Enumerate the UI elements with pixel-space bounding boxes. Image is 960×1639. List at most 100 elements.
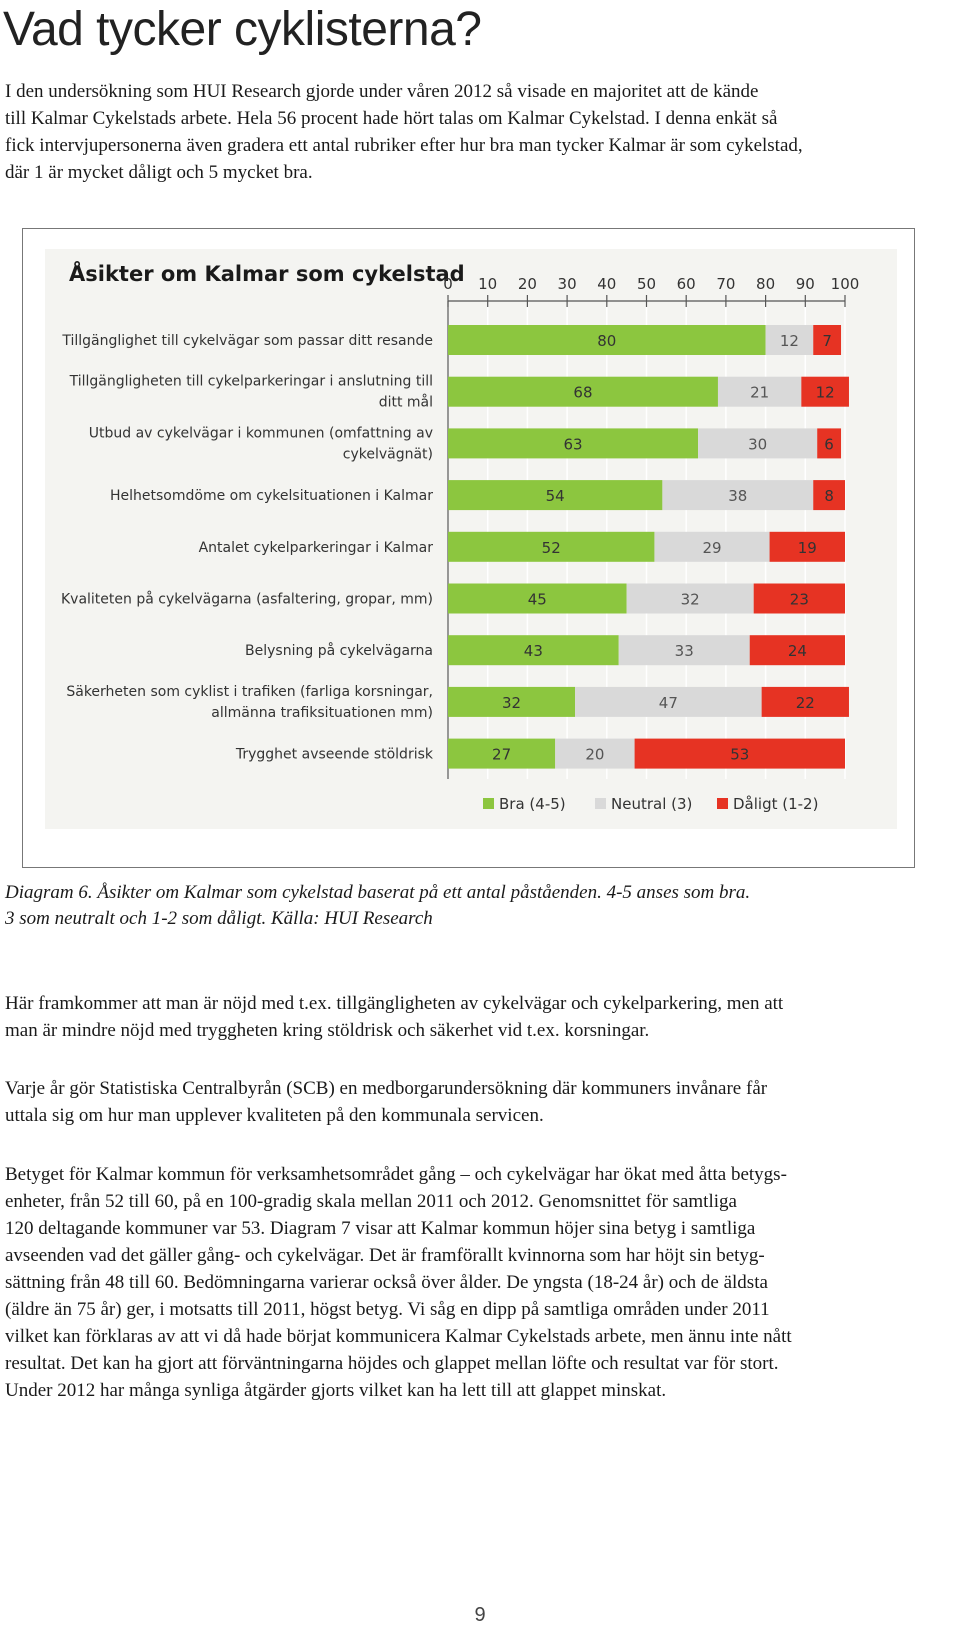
bar-segment-neutral: [698, 428, 818, 459]
data-label: 54: [546, 487, 565, 505]
data-label: 20: [585, 746, 604, 764]
data-label: 33: [675, 642, 694, 660]
bar-segment-bra: [448, 376, 718, 407]
legend-label: Neutral (3): [611, 795, 692, 813]
legend-swatch: [595, 798, 606, 809]
category-label: Tillgänglighet till cykelvägar som passa…: [61, 333, 433, 349]
bar-segment-bra: [448, 531, 655, 562]
bar-segment-bra: [448, 583, 627, 614]
bar-segment-bra: [448, 738, 556, 769]
bar-segment-daligt: [813, 325, 842, 355]
data-label: 32: [502, 694, 521, 712]
legend-label: Dåligt (1-2): [733, 795, 818, 813]
text-line: sättning från 48 till 60. Bedömningarna …: [5, 1272, 768, 1293]
bar-segment-daligt: [813, 480, 845, 511]
tick-label: 70: [716, 275, 735, 293]
tick-label: 80: [756, 275, 775, 293]
tick-label: 10: [478, 275, 497, 293]
bar-segment-neutral: [555, 738, 635, 769]
text-line: avseenden vad det gäller gång- och cykel…: [5, 1245, 765, 1266]
bar-segment-bra: [448, 428, 699, 459]
data-label: 22: [796, 694, 815, 712]
caption-line: 3 som neutralt och 1-2 som dåligt. Källa…: [5, 908, 433, 929]
bar-segment-neutral: [626, 583, 754, 614]
chart-figure: Åsikter om Kalmar som cykelstad 0 10 20 30 40…: [22, 228, 915, 868]
data-label: 52: [542, 539, 561, 557]
tick-label: 30: [558, 275, 577, 293]
bar-segment-neutral: [662, 480, 814, 511]
chart-title: Åsikter om Kalmar som cykelstad: [69, 261, 465, 286]
data-label: 6: [824, 435, 834, 453]
tick-label: 20: [518, 275, 537, 293]
text-line: vilket kan förklaras av att vi då hade b…: [5, 1326, 792, 1347]
data-label: 38: [728, 487, 747, 505]
category-label: Utbud av cykelvägar i kommunen (omfattni…: [89, 425, 433, 441]
category-label: ditt mål: [379, 394, 433, 411]
bar-segment-daligt: [817, 428, 842, 459]
bar-segment-bra: [448, 325, 766, 355]
data-label: 53: [730, 746, 749, 764]
caption-line: Diagram 6. Åsikter om Kalmar som cykelst…: [5, 882, 751, 903]
bar-segment-daligt: [749, 635, 845, 666]
text-line: till Kalmar Cykelstads arbete. Hela 56 p…: [5, 108, 778, 129]
data-label: 30: [748, 435, 767, 453]
data-label: 23: [790, 591, 809, 609]
intro-paragraph: I den undersökning som HUI Research gjor…: [5, 78, 950, 186]
body-paragraph: Betyget för Kalmar kommun för verksamhet…: [5, 1161, 950, 1404]
bar-segment-bra: [448, 480, 663, 511]
body-paragraph: Varje år gör Statistiska Centralbyrån (S…: [5, 1075, 950, 1129]
text-line: Under 2012 har många synliga åtgärder gj…: [5, 1380, 667, 1401]
category-label: Säkerheten som cyklist i trafiken (farli…: [66, 684, 433, 700]
bar-segment-bra: [448, 635, 619, 666]
bar-segment-daligt: [761, 686, 849, 717]
data-label: 29: [702, 539, 721, 557]
legend-swatch: [717, 798, 728, 809]
category-label: Kvaliteten på cykelvägarna (asfaltering,…: [61, 591, 433, 608]
category-label: Helhetsomdöme om cykelsituationen i Kalm…: [110, 488, 433, 504]
tick-label: 90: [796, 275, 815, 293]
category-label: Trygghet avseende stöldrisk: [235, 747, 434, 763]
figure-caption: Diagram 6. Åsikter om Kalmar som cykelst…: [5, 880, 905, 932]
text-line: Här framkommer att man är nöjd med t.ex.…: [5, 993, 784, 1014]
bar-segment-daligt: [801, 376, 849, 407]
page-title: Vad tycker cyklisterna?: [3, 3, 482, 56]
tick-label: 0: [443, 275, 453, 293]
text-line: man är mindre nöjd med tryggheten kring …: [5, 1020, 650, 1041]
bar-segment-neutral: [575, 686, 762, 717]
legend-swatch: [483, 798, 494, 809]
text-line: enheter, från 52 till 60, på en 100-grad…: [5, 1191, 737, 1212]
text-line: där 1 är mycket dåligt och 5 mycket bra.: [5, 162, 313, 183]
text-line: I den undersökning som HUI Research gjor…: [5, 81, 759, 102]
data-label: 47: [659, 694, 678, 712]
data-label: 8: [824, 487, 834, 505]
category-label: Tillgängligheten till cykelparkeringar i…: [69, 374, 433, 390]
text-line: resultat. Det kan ha gjort att förväntni…: [5, 1353, 779, 1374]
data-label: 21: [750, 384, 769, 402]
text-line: fick intervjupersonerna även gradera ett…: [5, 135, 803, 156]
bar-segment-neutral: [618, 635, 750, 666]
bar-segment-neutral: [765, 325, 814, 355]
tick-label: 40: [597, 275, 616, 293]
text-line: Betyget för Kalmar kommun för verksamhet…: [5, 1164, 787, 1185]
data-label: 32: [681, 591, 700, 609]
category-label: Antalet cykelparkeringar i Kalmar: [199, 540, 434, 556]
data-label: 68: [573, 384, 592, 402]
data-label: 45: [528, 591, 547, 609]
data-label: 19: [798, 539, 817, 557]
tick-label: 100: [831, 275, 860, 293]
bar-segment-bra: [448, 686, 576, 717]
tick-label: 60: [677, 275, 696, 293]
category-label: Belysning på cykelvägarna: [245, 642, 433, 659]
legend-label: Bra (4-5): [499, 795, 566, 813]
page-number: 9: [474, 1604, 486, 1626]
text-line: Varje år gör Statistiska Centralbyrån (S…: [5, 1078, 768, 1099]
text-line: uttala sig om hur man upplever kvalitete…: [5, 1105, 544, 1126]
text-line: 120 deltagande kommuner var 53. Diagram …: [5, 1218, 756, 1239]
data-label: 80: [597, 332, 616, 350]
bar-segment-daligt: [753, 583, 845, 614]
data-label: 63: [564, 435, 583, 453]
text-line: (äldre än 75 år) ger, i motsatts till 20…: [5, 1299, 770, 1320]
bar-segment-neutral: [717, 376, 802, 407]
bar-segment-neutral: [654, 531, 770, 562]
